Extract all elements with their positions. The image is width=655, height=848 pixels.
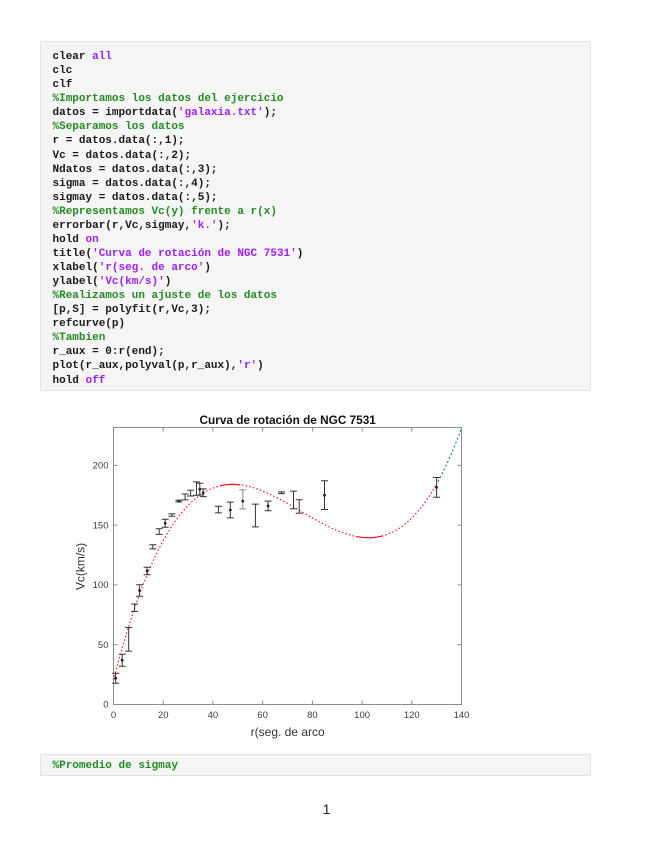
svg-text:150: 150 (93, 520, 109, 531)
svg-text:200: 200 (93, 461, 109, 472)
svg-text:0: 0 (111, 710, 116, 721)
svg-text:120: 120 (404, 710, 420, 721)
svg-text:Vc(km/s): Vc(km/s) (74, 543, 88, 590)
svg-text:50: 50 (98, 640, 109, 651)
svg-text:60: 60 (257, 710, 268, 721)
svg-text:40: 40 (208, 710, 219, 721)
svg-text:0: 0 (103, 700, 108, 711)
svg-text:20: 20 (158, 710, 169, 721)
svg-text:140: 140 (454, 710, 470, 721)
svg-text:100: 100 (354, 710, 370, 721)
svg-text:100: 100 (93, 580, 109, 591)
svg-text:Curva de rotación de NGC 7531: Curva de rotación de NGC 7531 (200, 413, 377, 427)
svg-text:80: 80 (307, 710, 318, 721)
svg-text:r(seg. de arco: r(seg. de arco (251, 725, 325, 739)
